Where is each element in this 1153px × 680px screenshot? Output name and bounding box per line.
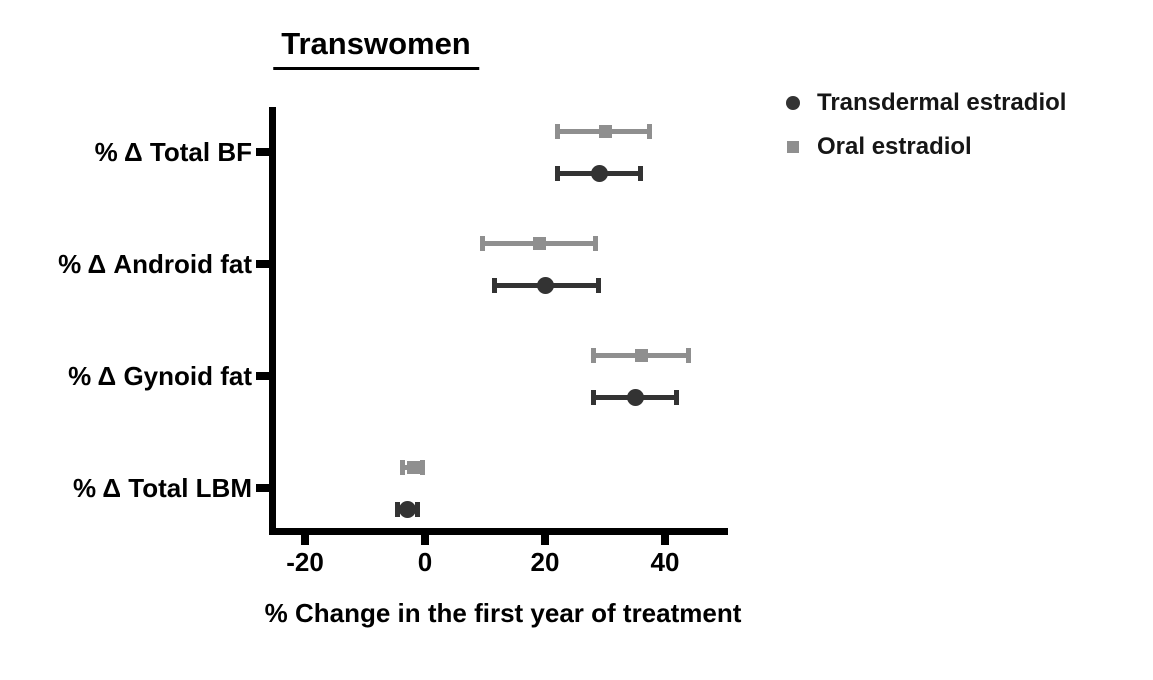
error-bar-cap — [674, 389, 679, 405]
y-axis-tick — [256, 484, 269, 492]
y-axis-tick — [256, 260, 269, 268]
x-axis-tick — [661, 535, 669, 545]
error-bar-cap — [555, 123, 560, 139]
error-bar-cap — [394, 501, 400, 517]
error-bar-cap — [414, 501, 420, 517]
legend-label-oral-estradiol: Oral estradiol — [817, 133, 972, 160]
x-axis-line — [269, 528, 728, 535]
x-tick-label: 0 — [417, 547, 433, 577]
chart-title: Transwomen — [273, 26, 479, 70]
legend-marker-box — [786, 96, 800, 110]
error-bar-cap — [647, 123, 652, 139]
x-axis-tick — [301, 535, 309, 545]
legend-item-transdermal-estradiol: Transdermal estradiol — [786, 88, 1066, 118]
x-tick-label: 20 — [530, 547, 560, 577]
error-bar-cap — [480, 235, 485, 251]
square-marker-icon — [787, 141, 799, 153]
y-category-label: % Δ Android fat — [58, 249, 252, 279]
y-category-label: % Δ Gynoid fat — [68, 361, 252, 391]
y-axis-tick — [256, 148, 269, 156]
error-bar-cap — [593, 235, 598, 251]
y-category-label: % Δ Total LBM — [72, 473, 252, 503]
legend-marker-box — [786, 140, 800, 154]
error-bar-cap — [420, 459, 426, 475]
circle-marker-icon — [398, 500, 416, 518]
circle-marker-icon — [536, 276, 554, 294]
circle-marker-icon — [626, 388, 644, 406]
error-bar-cap — [591, 347, 596, 363]
error-bar-cap — [591, 389, 596, 405]
x-axis-label: % Change in the first year of treatment — [264, 598, 742, 628]
circle-marker-icon — [590, 164, 608, 182]
error-bar-cap — [492, 277, 497, 293]
square-marker-icon — [406, 460, 420, 474]
circle-marker-icon — [786, 96, 800, 110]
y-category-label: % Δ Total BF — [94, 137, 252, 167]
legend-item-oral-estradiol: Oral estradiol — [786, 132, 1066, 162]
error-bar-cap — [638, 165, 643, 181]
x-axis-tick — [421, 535, 429, 545]
x-tick-label: 40 — [650, 547, 680, 577]
chart-title-wrap: Transwomen — [273, 26, 479, 70]
legend: Transdermal estradiol Oral estradiol — [786, 88, 1066, 176]
x-tick-label: -20 — [286, 547, 324, 577]
y-axis-line — [269, 107, 276, 535]
x-axis-tick — [541, 535, 549, 545]
square-marker-icon — [598, 124, 612, 138]
legend-label-transdermal-estradiol: Transdermal estradiol — [817, 89, 1067, 116]
error-bar-cap — [400, 459, 406, 475]
square-marker-icon — [634, 348, 648, 362]
error-bar-cap — [596, 277, 601, 293]
error-bar-cap — [555, 165, 560, 181]
square-marker-icon — [532, 236, 546, 250]
y-axis-tick — [256, 372, 269, 380]
error-bar-cap — [686, 347, 691, 363]
